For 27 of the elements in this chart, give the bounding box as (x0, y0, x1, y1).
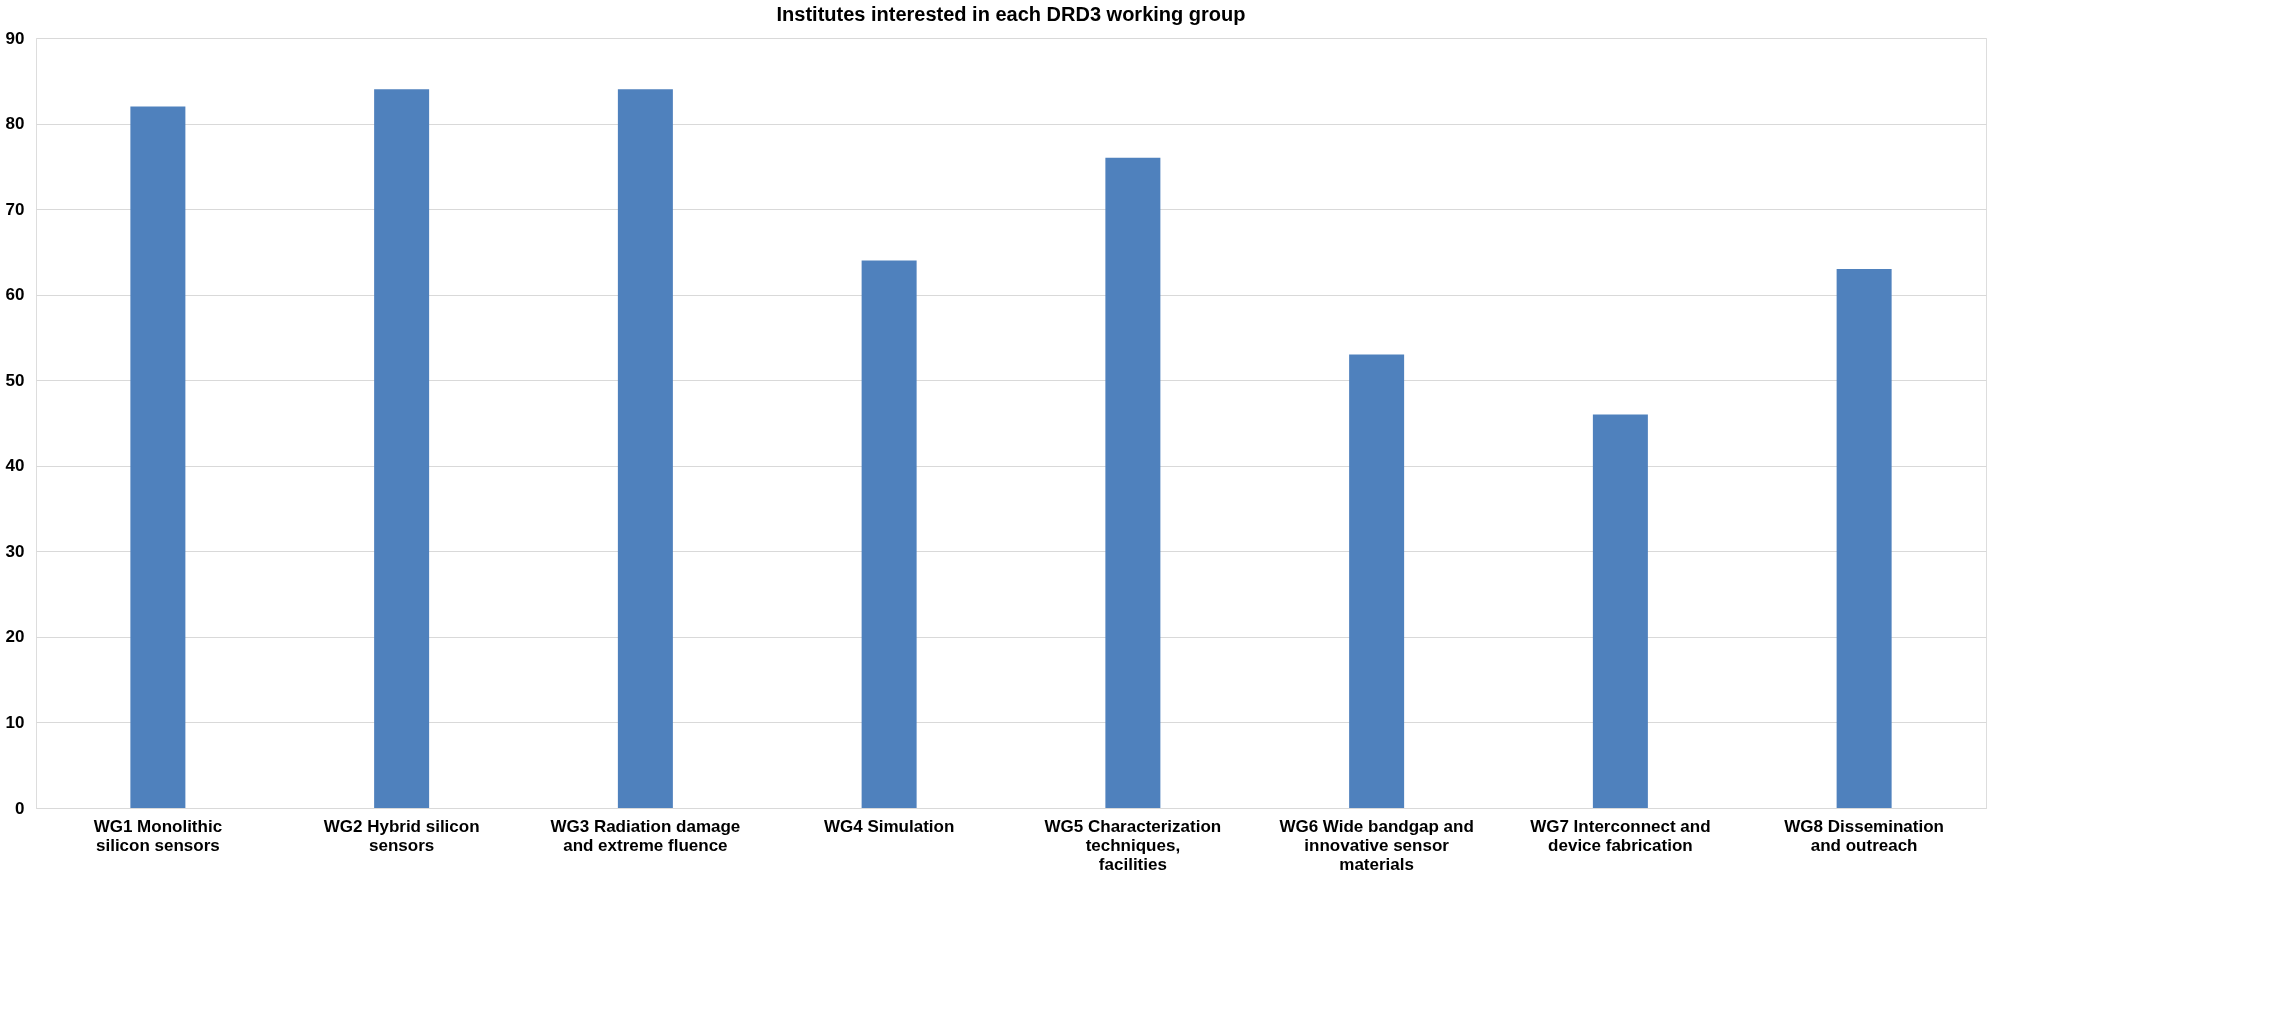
bar (1592, 414, 1648, 808)
bar (1349, 354, 1405, 808)
x-tick-label: WG5 Characterization techniques, facilities (1044, 816, 1222, 874)
x-tick-label: WG8 Dissemination and outreach (1784, 816, 1944, 855)
y-tick-label: 0 (15, 798, 25, 818)
bar (130, 106, 186, 808)
x-tick-label: WG4 Simulation (823, 816, 955, 836)
x-tick-label: WG7 Interconnect and device fabrication (1530, 816, 1711, 855)
bar (861, 260, 917, 808)
y-tick-label: 60 (5, 285, 25, 305)
y-tick-label: 40 (5, 456, 25, 476)
y-tick-label: 70 (5, 199, 25, 219)
x-tick-label: WG1 Monolithic silicon sensors (93, 816, 223, 855)
x-tick-label: WG6 Wide bandgap and innovative sensor materials (1279, 816, 1474, 874)
y-tick-label: 20 (5, 627, 25, 647)
bar (1105, 157, 1161, 808)
x-tick-label: WG2 Hybrid silicon sensors (323, 816, 480, 855)
y-tick-label: 90 (5, 28, 25, 48)
y-tick-label: 30 (5, 541, 25, 561)
y-tick-label: 80 (5, 114, 25, 134)
chart-title: Institutes interested in each DRD3 working group (776, 3, 1246, 25)
bar (374, 89, 430, 808)
bar (617, 89, 673, 808)
y-tick-label: 10 (5, 712, 25, 732)
bar (1836, 269, 1892, 808)
x-tick-label: WG3 Radiation damage and extreme fluence (550, 816, 741, 855)
y-tick-label: 50 (5, 370, 25, 390)
